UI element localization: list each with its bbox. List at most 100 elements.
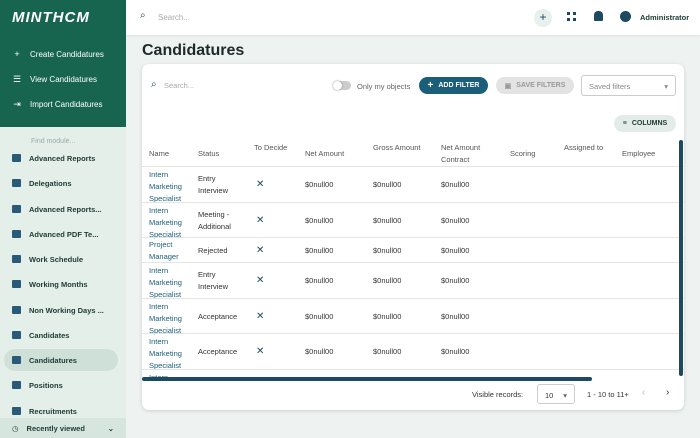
module-icon [12, 331, 21, 339]
to-decide-icon: ✕ [256, 310, 265, 322]
module-icon [12, 356, 21, 364]
save-filters-button[interactable]: ▣ SAVE FILTERS [496, 77, 574, 94]
module-icon [12, 205, 21, 213]
net-amount: $0null00 [305, 276, 334, 285]
module-link[interactable]: Candidatures [4, 349, 118, 371]
record-name-link[interactable]: Intern Marketing Specialist [149, 302, 182, 335]
column-header[interactable]: Net Amount Contract [441, 143, 481, 164]
table-row: Intern [142, 369, 684, 409]
saved-filters-select[interactable]: Saved filters ▾ [581, 75, 676, 96]
module-label: Non Working Days ... [29, 305, 104, 315]
to-decide-icon: ✕ [256, 346, 265, 357]
module-link[interactable]: Advanced PDF Te... [4, 223, 118, 245]
status: Acceptance [198, 347, 238, 356]
net-amount-contract: $0null00 [441, 245, 470, 255]
user-menu[interactable]: Administrator [640, 13, 690, 22]
module-link[interactable]: Advanced Reports [4, 147, 118, 169]
module-search[interactable]: Find module... [31, 138, 76, 145]
module-link[interactable]: Working Months [4, 273, 118, 295]
sidebar-action[interactable]: ⇥ Import Candidatures [13, 99, 103, 109]
recently-viewed-label: Recently viewed [26, 423, 85, 433]
module-label: Candidates [29, 330, 70, 340]
h-scrollbar[interactable] [142, 377, 592, 381]
logo: MINTHCM [12, 9, 90, 26]
table-row: Intern Marketing Specialist Entry Intervi… [142, 166, 684, 203]
page-range: 1 - 10 to 11+ [587, 390, 629, 399]
to-decide-icon: ✕ [256, 179, 265, 190]
module-link[interactable]: Non Working Days ... [4, 299, 118, 321]
save-filters-label: SAVE FILTERS [516, 82, 566, 89]
table-row: Intern Marketing Specialist Acceptance ✕ $0… [142, 298, 684, 335]
net-amount-contract: $0null00 [441, 180, 470, 189]
record-name-link[interactable]: Intern Marketing Specialist [149, 170, 182, 203]
net-amount-contract: $0null00 [441, 276, 470, 285]
module-label: Advanced PDF Te... [29, 229, 99, 239]
v-scrollbar[interactable] [679, 140, 683, 376]
topbar: ⌕ Search... + Administrator [126, 0, 700, 35]
module-label: Work Schedule [29, 254, 84, 264]
to-decide-icon: ✕ [256, 214, 265, 226]
record-name-link[interactable]: Intern Marketing Specialist [149, 337, 182, 370]
column-header[interactable]: Net Amount [305, 149, 345, 158]
gross-amount: $0null00 [373, 311, 402, 321]
module-link[interactable]: Advanced Reports... [4, 198, 118, 220]
module-link[interactable]: Work Schedule [4, 248, 118, 270]
sidebar: Find module... [0, 127, 126, 438]
page-title: Candidatures [142, 42, 245, 59]
column-header[interactable]: Scoring [510, 149, 536, 158]
module-link[interactable]: Recruitments [4, 400, 118, 422]
module-link[interactable]: Positions [4, 374, 118, 396]
visible-records-value: 10 [545, 391, 554, 400]
column-header[interactable]: Name [149, 149, 170, 158]
sidebar-header: MINTHCM [0, 0, 126, 127]
net-amount-contract: $0null00 [441, 215, 470, 225]
gross-amount: $0null00 [373, 347, 402, 356]
global-search[interactable]: Search... [158, 13, 191, 22]
toggle[interactable] [333, 81, 351, 90]
sidebar-action[interactable]: + Create Candidatures [14, 49, 104, 59]
column-header[interactable]: Status [198, 149, 220, 158]
record-name-link[interactable]: Intern Marketing Specialist [149, 206, 182, 239]
list-search[interactable]: Search... [164, 81, 195, 90]
apps-button[interactable] [567, 12, 576, 21]
column-header[interactable]: To Decide [254, 143, 288, 152]
module-icon [12, 255, 21, 263]
record-name-link[interactable]: Intern Marketing Specialist [149, 266, 182, 299]
net-amount-contract: $0null00 [441, 311, 470, 321]
columns-button[interactable]: ≡ COLUMNS [614, 115, 676, 132]
column-header[interactable]: Gross Amount [373, 143, 421, 152]
status: Acceptance [198, 311, 238, 321]
module-link[interactable]: Candidates [4, 324, 118, 346]
net-amount: $0null00 [305, 245, 334, 255]
module-link[interactable]: Delegations [4, 172, 118, 194]
column-header[interactable]: Assigned to [564, 143, 604, 152]
table-row: Intern Marketing Specialist Acceptance ✕ $0… [142, 333, 684, 370]
add-filter-button[interactable]: + ADD FILTER [419, 77, 488, 94]
module-icon [12, 154, 21, 162]
sidebar-action[interactable]: ☰ View Candidatures [13, 74, 98, 84]
create-button[interactable]: + [534, 9, 552, 27]
recently-viewed[interactable]: ◷ Recently viewed ⌄ [0, 418, 126, 438]
to-decide-icon: ✕ [256, 275, 265, 286]
prev-page[interactable]: ‹ [642, 387, 646, 398]
net-amount: $0null00 [305, 347, 334, 356]
module-label: Positions [29, 380, 63, 390]
status: Rejected [198, 245, 228, 255]
add-filter-label: ADD FILTER [438, 82, 480, 89]
notifications-button[interactable] [594, 11, 603, 21]
table-row: Project Manager Rejected ✕ $0null00 $0null00… [142, 237, 684, 262]
status: Entry Interview [198, 270, 229, 291]
to-decide-icon: ✕ [256, 244, 265, 256]
net-amount: $0null00 [305, 180, 334, 189]
gross-amount: $0null00 [373, 180, 402, 189]
next-page[interactable]: › [666, 387, 670, 398]
visible-records-select[interactable]: 10 ▾ [537, 384, 575, 404]
record-name-link[interactable]: Project Manager [149, 240, 179, 261]
module-label: Working Months [29, 279, 88, 289]
gross-amount: $0null00 [373, 245, 402, 255]
columns-label: COLUMNS [631, 120, 668, 127]
table-row: Intern Marketing Specialist Meeting - Add… [142, 202, 684, 239]
status: Entry Interview [198, 174, 229, 195]
column-header[interactable]: Employee [622, 149, 656, 158]
net-amount: $0null00 [305, 215, 334, 225]
